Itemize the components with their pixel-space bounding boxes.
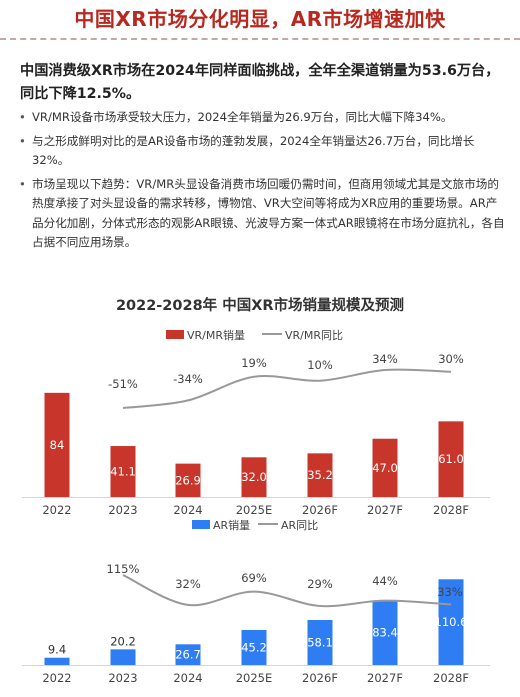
- x-tick-label: 2022: [42, 503, 71, 517]
- growth-value-label: 30%: [438, 352, 464, 366]
- legend-swatch-bar: [166, 330, 184, 339]
- bar: [175, 463, 201, 497]
- legend-label-line: VR/MR同比: [285, 329, 343, 342]
- bar: [110, 649, 136, 665]
- bar: [175, 644, 201, 665]
- bar-value-label: 41.1: [110, 465, 136, 479]
- bar-value-label: 32.0: [241, 470, 267, 484]
- summary-bullet: 与之形成鲜明对比的是AR设备市场的蓬勃发展，2024全年销量达26.7万台，同比…: [18, 132, 508, 171]
- bar: [44, 657, 70, 665]
- xr-sales-chart: 2022-2028年 中国XR市场销量规模及预测 VR/MR销量 VR/MR同比 84…: [22, 296, 490, 685]
- bar-value-label: 35.2: [307, 468, 333, 482]
- growth-line: [122, 368, 452, 409]
- x-tick-label: 2028F: [433, 671, 469, 685]
- growth-value-label: 44%: [372, 574, 398, 588]
- bar-value-label: 45.2: [241, 640, 267, 654]
- bar-value-label: 83.4: [372, 626, 398, 640]
- x-tick-label: 2022: [42, 671, 71, 685]
- growth-value-label: 69%: [241, 571, 267, 585]
- page-title: 中国XR市场分化明显，AR市场增速加快: [74, 7, 446, 31]
- bar: [372, 600, 398, 665]
- x-tick-label: 2024: [173, 671, 202, 685]
- x-tick-label: 2024: [173, 503, 202, 517]
- chart-title: 2022-2028年 中国XR市场销量规模及预测: [116, 296, 404, 314]
- growth-value-label: 29%: [307, 577, 333, 591]
- growth-value-label: 19%: [241, 356, 267, 370]
- legend-label-line: AR同比: [281, 519, 318, 532]
- bar: [241, 629, 267, 665]
- x-tick-label: 2026F: [302, 671, 338, 685]
- bar: [110, 446, 136, 497]
- bar-value-label: 47.0: [372, 461, 398, 475]
- x-tick-label: 2028F: [433, 503, 469, 517]
- legend-label-bar: VR/MR销量: [187, 328, 245, 342]
- legend-label-bar: AR销量: [213, 518, 250, 532]
- summary-bullet: VR/MR设备市场承受较大压力，2024全年销量为26.9万台，同比大幅下降34…: [18, 108, 508, 128]
- bar-value-label: 26.7: [175, 648, 201, 662]
- bar-value-label: 84: [50, 438, 65, 452]
- x-tick-label: 2027F: [367, 671, 403, 685]
- x-tick-label: 2027F: [367, 503, 403, 517]
- legend-swatch-bar: [192, 520, 210, 529]
- bar: [307, 453, 333, 497]
- x-tick-label: 2026F: [302, 503, 338, 517]
- bar: [44, 392, 70, 497]
- page-header: 中国XR市场分化明显，AR市场增速加快: [0, 0, 520, 34]
- summary-bullets: VR/MR设备市场承受较大压力，2024全年销量为26.9万台，同比大幅下降34…: [18, 108, 508, 257]
- bar: [241, 457, 267, 497]
- bar-value-label: 26.9: [175, 473, 201, 487]
- growth-line: [122, 574, 452, 608]
- growth-value-label: 32%: [175, 577, 201, 591]
- bar: [438, 579, 464, 665]
- growth-value-label: 10%: [307, 358, 333, 372]
- growth-value-label: 115%: [107, 562, 140, 576]
- bar-value-label: 110.6: [435, 615, 468, 629]
- x-tick-label: 2025E: [236, 503, 273, 517]
- summary-bullet: 市场呈现以下趋势：VR/MR头显设备消费市场回暖仍需时间，但商用领域尤其是文旅市…: [18, 175, 508, 253]
- bar: [307, 619, 333, 665]
- growth-value-label: -34%: [173, 372, 203, 386]
- growth-value-label: 33%: [437, 585, 463, 599]
- title-divider: [0, 38, 520, 40]
- summary-lead: 中国消费级XR市场在2024年同样面临挑战，全年全渠道销量为53.6万台，同比下…: [20, 63, 500, 102]
- bar-value-label: 9.4: [48, 643, 66, 657]
- growth-value-label: 34%: [372, 352, 398, 366]
- bar-value-label: 61.0: [438, 452, 464, 466]
- bar: [372, 438, 398, 497]
- x-tick-label: 2023: [108, 503, 137, 517]
- bar: [438, 421, 464, 497]
- bar-value-label: 20.2: [110, 634, 136, 648]
- x-tick-label: 2025E: [236, 671, 273, 685]
- bar-value-label: 58.1: [307, 635, 333, 649]
- growth-value-label: -51%: [108, 377, 138, 391]
- x-tick-label: 2023: [108, 671, 137, 685]
